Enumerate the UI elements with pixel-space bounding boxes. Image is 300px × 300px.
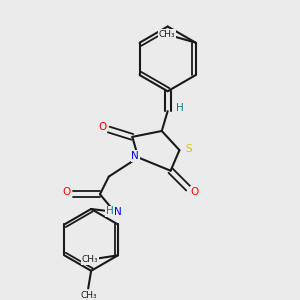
Text: CH₃: CH₃ — [81, 291, 98, 300]
Text: S: S — [185, 144, 192, 154]
Text: O: O — [190, 187, 198, 197]
Text: H: H — [176, 103, 184, 113]
Text: N: N — [114, 207, 122, 217]
Text: N: N — [131, 151, 139, 161]
Text: O: O — [98, 122, 106, 132]
Text: CH₃: CH₃ — [82, 255, 98, 264]
Text: H: H — [106, 206, 113, 216]
Text: O: O — [63, 187, 71, 197]
Text: CH₃: CH₃ — [158, 30, 175, 39]
